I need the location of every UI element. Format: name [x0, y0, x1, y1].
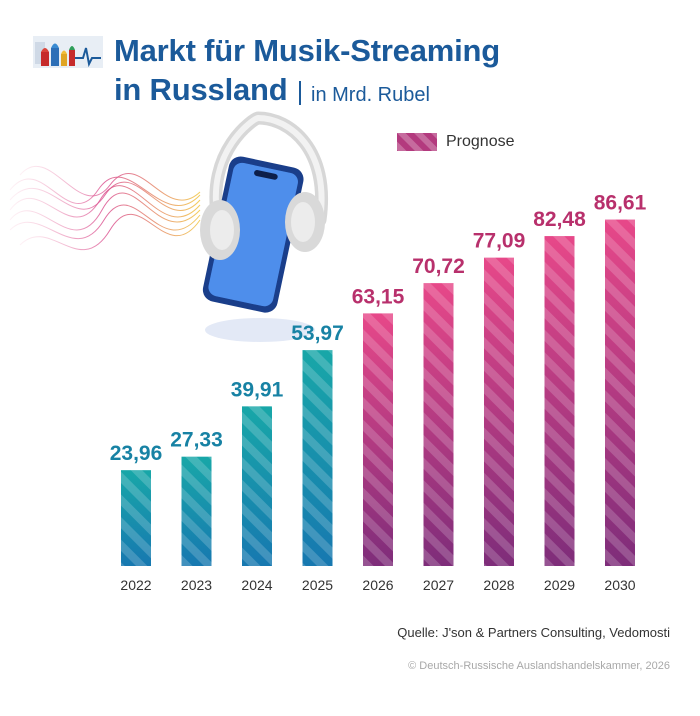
legend-swatch-prognose	[397, 133, 437, 151]
headphones-phone-illustration	[200, 111, 328, 342]
x-tick-2023: 2023	[181, 577, 212, 593]
x-tick-2028: 2028	[483, 577, 514, 593]
x-tick-2025: 2025	[302, 577, 333, 593]
x-tick-2030: 2030	[604, 577, 635, 593]
bar-stripes-2030	[605, 219, 635, 566]
bar-stripes-2028	[484, 257, 514, 566]
source-note: Quelle: J'son & Partners Consulting, Ved…	[397, 625, 670, 640]
x-tick-2024: 2024	[241, 577, 272, 593]
title-separator	[299, 81, 301, 105]
x-tick-2029: 2029	[544, 577, 575, 593]
x-tick-2027: 2027	[423, 577, 454, 593]
bar-stripes-2025	[302, 350, 333, 566]
value-label-2029: 82,48	[533, 208, 586, 231]
bar-stripes-2024	[242, 406, 272, 566]
sound-wave-icon	[9, 166, 201, 251]
bar-stripes-2023	[181, 456, 212, 566]
value-label-2025: 53,97	[291, 322, 344, 345]
dihk-logo-icon	[33, 36, 103, 68]
value-label-2028: 77,09	[473, 230, 526, 253]
chart-title-line1: Markt für Musik-Streaming	[114, 33, 501, 68]
value-labels: 23,96 27,33 39,91 53,97 63,15 70,72 77,09 82,48…	[110, 192, 647, 466]
value-label-2022: 23,96	[110, 442, 163, 465]
x-tick-2026: 2026	[362, 577, 393, 593]
bar-stripes-2026	[363, 313, 393, 566]
value-label-2026: 63,15	[352, 285, 405, 308]
value-label-2024: 39,91	[231, 378, 284, 401]
bar-series	[121, 219, 635, 566]
x-tick-2022: 2022	[120, 577, 151, 593]
bar-stripes-2022	[121, 470, 151, 566]
legend-label-prognose: Prognose	[446, 133, 515, 150]
unit-label: in Mrd. Rubel	[311, 84, 430, 106]
chart-subtitle: in Mrd. Rubel	[299, 81, 430, 107]
x-axis-ticks: 2022 2023 2024 2025 2026 2027 2028 2029 2030	[120, 577, 635, 593]
bar-stripes-2027	[423, 283, 454, 566]
chart-title-line2: in Russland	[114, 72, 288, 107]
bar-stripes-2029	[544, 236, 575, 566]
value-label-2030: 86,61	[594, 192, 647, 215]
copyright-note: © Deutsch-Russische Auslandshandelskamme…	[408, 660, 670, 672]
value-label-2023: 27,33	[170, 429, 223, 452]
value-label-2027: 70,72	[412, 255, 465, 278]
